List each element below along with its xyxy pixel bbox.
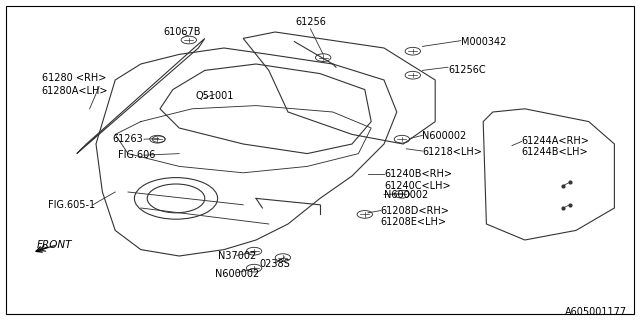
Text: 61240C<LH>: 61240C<LH> — [384, 180, 451, 191]
Text: 61280A<LH>: 61280A<LH> — [42, 86, 108, 96]
Text: N600002: N600002 — [422, 131, 467, 141]
Text: 0238S: 0238S — [260, 259, 291, 269]
Text: 61263: 61263 — [112, 134, 143, 144]
Text: N600002: N600002 — [384, 190, 428, 200]
Text: 61208E<LH>: 61208E<LH> — [381, 217, 447, 228]
Text: 61280 <RH>: 61280 <RH> — [42, 73, 106, 84]
Text: N600002: N600002 — [214, 268, 259, 279]
Text: 61256: 61256 — [295, 17, 326, 28]
Text: N37002: N37002 — [218, 251, 256, 261]
Text: 61244B<LH>: 61244B<LH> — [522, 147, 588, 157]
Text: 61244A<RH>: 61244A<RH> — [522, 136, 589, 146]
Text: FIG.605-1: FIG.605-1 — [48, 200, 95, 210]
Text: 61218<LH>: 61218<LH> — [422, 147, 483, 157]
Text: FIG.606: FIG.606 — [118, 150, 156, 160]
Text: M000342: M000342 — [461, 36, 506, 47]
Text: A605001177: A605001177 — [565, 307, 627, 317]
Text: 61067B: 61067B — [164, 27, 201, 37]
Text: FRONT: FRONT — [36, 240, 72, 250]
Text: 61208D<RH>: 61208D<RH> — [381, 206, 450, 216]
Text: 61240B<RH>: 61240B<RH> — [384, 169, 452, 180]
Text: Q51001: Q51001 — [195, 91, 234, 101]
Text: 61256C: 61256C — [448, 65, 486, 76]
